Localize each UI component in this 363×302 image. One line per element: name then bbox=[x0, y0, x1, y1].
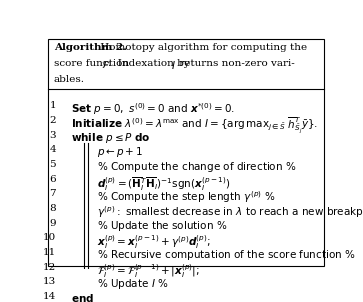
Text: $p \leftarrow p+1$: $p \leftarrow p+1$ bbox=[97, 145, 144, 159]
Text: $\%\ \mathrm{Compute\ the\ step\ length\ }\gamma^{(p)}\ \%$: $\%\ \mathrm{Compute\ the\ step\ length\… bbox=[97, 189, 276, 205]
Text: 13: 13 bbox=[43, 277, 56, 286]
Text: 11: 11 bbox=[43, 248, 56, 257]
Text: $\mathbf{while}\ p\leq P\ \mathbf{do}$: $\mathbf{while}\ p\leq P\ \mathbf{do}$ bbox=[71, 131, 150, 145]
Text: $\mathbf{Initialize}\ \lambda^{(0)}=\lambda^{\mathrm{max}}\ \mathrm{and}\ I=\{\m: $\mathbf{Initialize}\ \lambda^{(0)}=\lam… bbox=[71, 116, 318, 136]
Text: 12: 12 bbox=[43, 262, 56, 271]
Text: score function: score function bbox=[54, 59, 132, 69]
Text: $\%\ \mathrm{Update\ }I\ \%$: $\%\ \mathrm{Update\ }I\ \%$ bbox=[97, 277, 169, 291]
Text: 3: 3 bbox=[49, 131, 56, 140]
Text: .  Indexation by: . Indexation by bbox=[108, 59, 193, 69]
Text: returns non-zero vari-: returns non-zero vari- bbox=[176, 59, 294, 69]
Text: $\mathbf{end}$: $\mathbf{end}$ bbox=[71, 292, 94, 302]
Text: 8: 8 bbox=[49, 204, 56, 213]
Text: 4: 4 bbox=[49, 145, 56, 154]
Text: $I$: $I$ bbox=[171, 59, 176, 72]
Text: 9: 9 bbox=[49, 219, 56, 227]
Text: $\mathbf{Set}\ p=0,\ s^{(0)}=0\ \mathrm{and}\ \boldsymbol{x}^{*(0)}=0.$: $\mathbf{Set}\ p=0,\ s^{(0)}=0\ \mathrm{… bbox=[71, 101, 235, 117]
Text: 14: 14 bbox=[43, 292, 56, 301]
Text: $\%\ \mathrm{Update\ the\ solution\ \%}$: $\%\ \mathrm{Update\ the\ solution\ \%}$ bbox=[97, 219, 228, 233]
Text: 10: 10 bbox=[43, 233, 56, 242]
Text: $\boldsymbol{d}_I^{(p)} = (\overline{\mathbf{H}}_I^T\overline{\mathbf{H}}_I)^{-1: $\boldsymbol{d}_I^{(p)} = (\overline{\ma… bbox=[97, 175, 231, 192]
Text: 2: 2 bbox=[49, 116, 56, 125]
Text: $\mathcal{F}_I^{(p)} = \mathcal{F}_I^{(p-1)} + |\boldsymbol{x}_I^{(p)}|;$: $\mathcal{F}_I^{(p)} = \mathcal{F}_I^{(p… bbox=[97, 262, 200, 280]
Text: 5: 5 bbox=[49, 160, 56, 169]
Text: $\%\ \mathrm{Compute\ the\ change\ of\ direction\ \%}$: $\%\ \mathrm{Compute\ the\ change\ of\ d… bbox=[97, 160, 297, 174]
Text: 6: 6 bbox=[49, 175, 56, 184]
Text: $\%\ \mathrm{Recursive\ computation\ of\ the\ score\ function\ \%}$: $\%\ \mathrm{Recursive\ computation\ of\… bbox=[97, 248, 356, 262]
Text: Homotopy algorithm for computing the: Homotopy algorithm for computing the bbox=[97, 43, 307, 52]
Text: Algorithm 2.: Algorithm 2. bbox=[54, 43, 127, 52]
Text: $\boldsymbol{x}_I^{(p)} = \boldsymbol{x}_I^{(p-1)} + \gamma^{(p)}\boldsymbol{d}_: $\boldsymbol{x}_I^{(p)} = \boldsymbol{x}… bbox=[97, 233, 211, 251]
Text: $\gamma^{(p)}\mathrm{:\ smallest\ decrease\ in\ }\lambda\mathrm{\ to\ reach\ a\ : $\gamma^{(p)}\mathrm{:\ smallest\ decrea… bbox=[97, 204, 363, 220]
Text: 7: 7 bbox=[49, 189, 56, 198]
Text: 1: 1 bbox=[49, 101, 56, 110]
Text: ables.: ables. bbox=[54, 75, 85, 84]
Text: $\mathcal{F}$: $\mathcal{F}$ bbox=[101, 59, 110, 70]
